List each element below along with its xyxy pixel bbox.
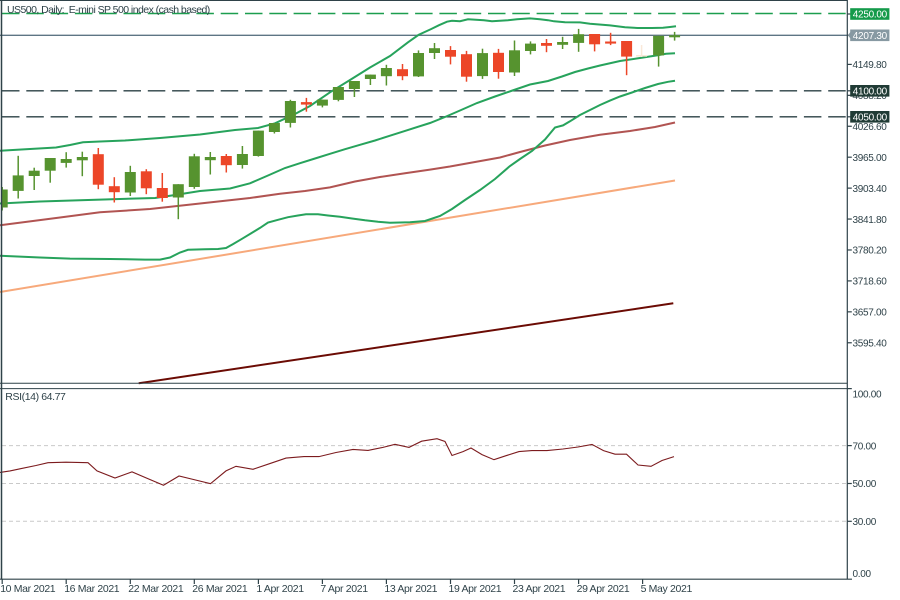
svg-text:US500, Daily: E-mini SP 500 i: US500, Daily: E-mini SP 500 index (cash … bbox=[7, 4, 210, 16]
svg-text:100.00: 100.00 bbox=[853, 390, 883, 401]
svg-text:3841.80: 3841.80 bbox=[853, 215, 888, 226]
svg-text:3718.60: 3718.60 bbox=[853, 277, 888, 288]
svg-text:7 Apr 2021: 7 Apr 2021 bbox=[320, 583, 368, 595]
svg-text:3595.40: 3595.40 bbox=[853, 339, 888, 350]
svg-text:30.00: 30.00 bbox=[853, 517, 877, 528]
svg-text:3657.00: 3657.00 bbox=[853, 308, 888, 319]
svg-text:4207.30: 4207.30 bbox=[853, 31, 888, 42]
svg-text:0.00: 0.00 bbox=[853, 569, 872, 580]
svg-text:29 Apr 2021: 29 Apr 2021 bbox=[577, 583, 630, 595]
svg-text:50.00: 50.00 bbox=[853, 479, 877, 490]
svg-text:26 Mar 2021: 26 Mar 2021 bbox=[192, 583, 248, 595]
svg-text:4026.60: 4026.60 bbox=[853, 122, 888, 133]
svg-text:13 Apr 2021: 13 Apr 2021 bbox=[384, 583, 437, 595]
svg-text:4250.00: 4250.00 bbox=[853, 10, 888, 21]
svg-text:RSI(14) 64.77: RSI(14) 64.77 bbox=[5, 391, 66, 403]
svg-text:23 Apr 2021: 23 Apr 2021 bbox=[513, 583, 566, 595]
svg-text:4100.00: 4100.00 bbox=[853, 86, 888, 97]
svg-text:10 Mar 2021: 10 Mar 2021 bbox=[0, 583, 56, 595]
svg-text:16 Mar 2021: 16 Mar 2021 bbox=[64, 583, 120, 595]
svg-text:5 May 2021: 5 May 2021 bbox=[641, 583, 693, 595]
svg-text:3965.00: 3965.00 bbox=[853, 153, 888, 164]
svg-text:3903.40: 3903.40 bbox=[853, 184, 888, 195]
svg-text:19 Apr 2021: 19 Apr 2021 bbox=[449, 583, 502, 595]
svg-text:1 Apr 2021: 1 Apr 2021 bbox=[256, 583, 304, 595]
svg-text:4050.00: 4050.00 bbox=[853, 112, 888, 123]
svg-text:22 Mar 2021: 22 Mar 2021 bbox=[128, 583, 184, 595]
svg-text:4149.80: 4149.80 bbox=[853, 60, 888, 71]
svg-text:3780.20: 3780.20 bbox=[853, 246, 888, 257]
svg-text:70.00: 70.00 bbox=[853, 441, 877, 452]
